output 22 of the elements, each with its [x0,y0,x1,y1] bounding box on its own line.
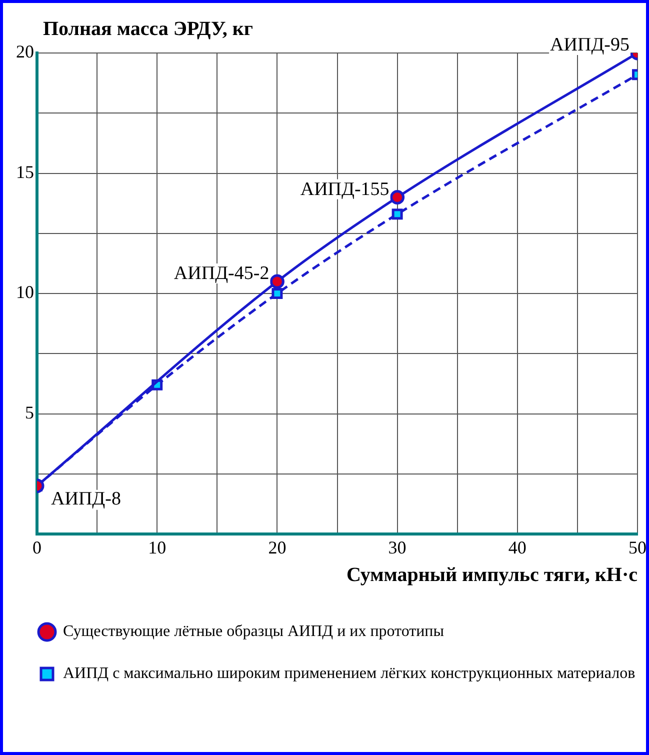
point [392,208,403,220]
point [272,288,283,299]
y-tick-label: 20 [16,42,34,62]
x-tick-label: 0 [32,538,42,558]
y-tick-label: 5 [25,402,34,422]
x-tick-label: 20 [268,538,286,558]
annotation: АИПД-8 [51,488,121,510]
point [390,190,405,205]
annotation: АИПД-155 [300,178,390,200]
x-tick-label: 50 [628,538,646,558]
annotation: АИПД-45-2 [174,262,270,284]
legend-label: АИПД с максимально широким применением лёгких конструкционных материалов [63,665,636,682]
y-axis-title: Полная масса ЭРДУ, кг [43,18,254,40]
x-tick-label: 40 [508,538,526,558]
legend-label: Существующие лётные образцы АИПД и их прототипы [63,623,444,640]
x-tick-label: 10 [148,538,166,558]
y-tick-label: 10 [16,282,34,302]
point [270,274,284,289]
x-axis-title: Суммарный импульс тяги, кН·с [346,564,638,586]
y-tick-label: 15 [16,162,34,182]
annotation: АИПД-95 [550,34,630,56]
x-tick-label: 30 [388,538,406,558]
